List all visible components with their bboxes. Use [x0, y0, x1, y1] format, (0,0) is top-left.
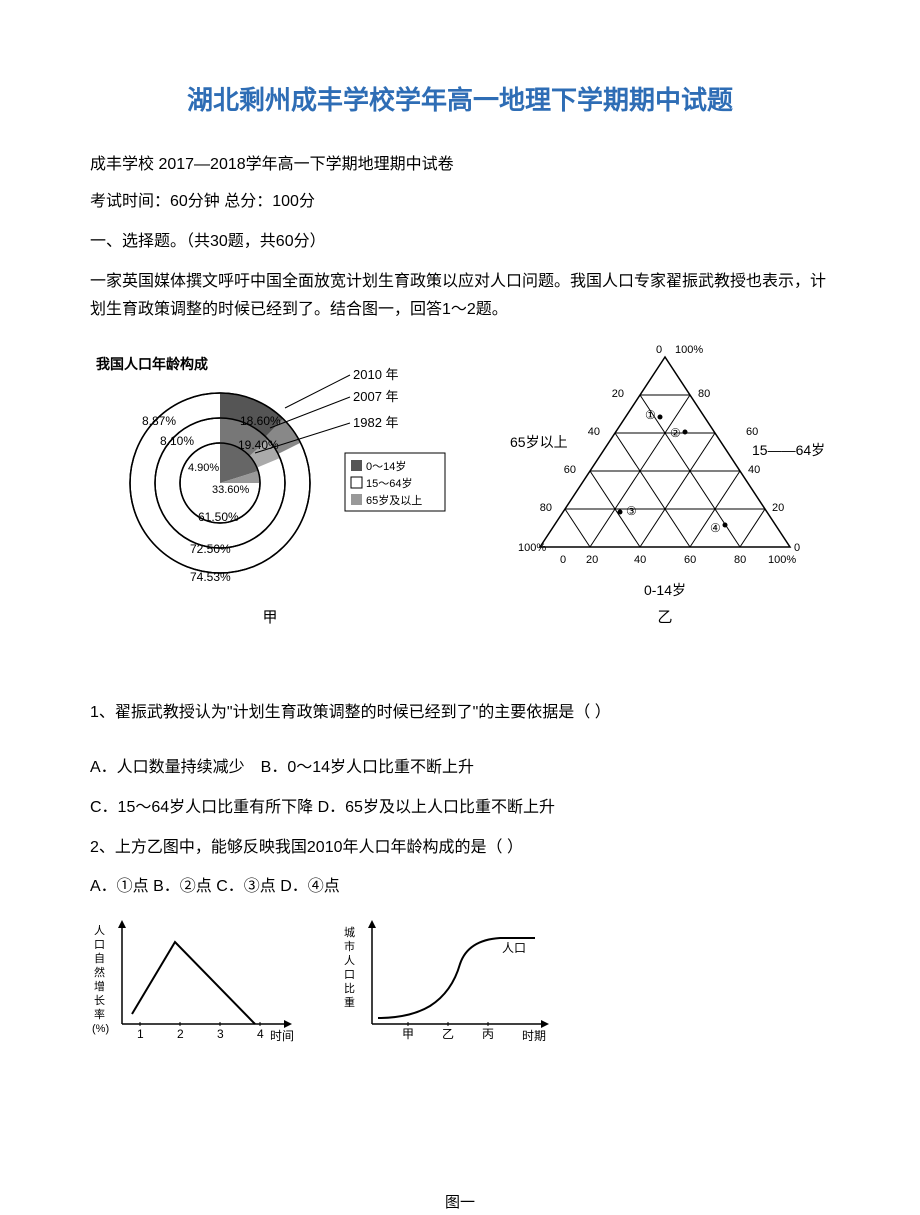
- panel-label-right: 乙: [657, 606, 672, 630]
- marker: ①: [645, 408, 656, 422]
- pct-label: 18.60%: [240, 414, 281, 428]
- ylabel-char: 口: [94, 939, 105, 951]
- xlabel: 时间: [270, 1029, 294, 1043]
- pct-label: 74.53%: [190, 570, 231, 584]
- panel-label-left: 甲: [262, 606, 277, 630]
- ylabel-char: 市: [344, 939, 355, 953]
- figure-left-panel: 我国人口年龄构成 2010 年 2007 年 1982 年: [90, 353, 450, 630]
- page-title: 湖北剩州成丰学校学年高一地理下学期期中试题: [90, 80, 830, 122]
- legend-item: 65岁及以上: [366, 493, 422, 507]
- tick: 80: [540, 502, 552, 514]
- ylabel-char: 口: [344, 969, 355, 981]
- exam-meta: 考试时间：60分钟 总分：100分: [90, 189, 830, 215]
- xtick: 3: [217, 1027, 224, 1041]
- ylabel-char: 比: [344, 982, 355, 995]
- concentric-chart: 我国人口年龄构成 2010 年 2007 年 1982 年: [90, 353, 450, 593]
- tick: 0: [656, 344, 662, 356]
- triangle-chart: 0 100% 20 40 60 80 100% 80 60 40 20 0 0 …: [500, 337, 830, 577]
- ylabel-char: 人: [344, 954, 355, 967]
- chart-title: 我国人口年龄构成: [96, 356, 208, 372]
- xtick: 乙: [442, 1027, 454, 1041]
- curve-label: 人口: [502, 941, 526, 955]
- tick: 60: [746, 426, 758, 438]
- passage-text: 一家英国媒体撰文呼吁中国全面放宽计划生育政策以应对人口问题。我国人口专家翟振武教…: [90, 268, 830, 322]
- tick: 80: [734, 554, 746, 566]
- ylabel-char: 长: [94, 994, 105, 1007]
- tick: 60: [564, 464, 576, 476]
- ylabel-char: 增: [94, 979, 105, 993]
- xtick: 丙: [482, 1027, 494, 1041]
- mini-chart-left: 1 2 3 4 时间 人 口 自 然 增 长 率 (%): [90, 914, 300, 1053]
- figure-one: 我国人口年龄构成 2010 年 2007 年 1982 年: [90, 333, 830, 634]
- pct-label: 33.60%: [212, 484, 250, 496]
- figure-caption: 图一: [445, 1191, 475, 1215]
- marker: ③: [626, 504, 637, 518]
- xtick: 1: [137, 1027, 144, 1041]
- marker: ④: [710, 521, 721, 535]
- q1-options-line2: C．15～64岁人口比重有所下降 D．65岁及以上人口比重不断上升: [90, 795, 830, 821]
- pct-label: 4.90%: [188, 462, 219, 474]
- question-2: 2、上方乙图中，能够反映我国2010年人口年龄构成的是（ ）: [90, 835, 830, 861]
- marker: ②: [670, 426, 681, 440]
- legend-item: 15～64岁: [366, 476, 412, 490]
- legend-item: 0～14岁: [366, 459, 406, 473]
- xlabel: 时期: [522, 1029, 546, 1043]
- figure-right-panel: 0 100% 20 40 60 80 100% 80 60 40 20 0 0 …: [500, 337, 830, 630]
- year-label: 2007 年: [353, 389, 399, 404]
- q1-options-line1: A．人口数量持续减少 B．0～14岁人口比重不断上升: [90, 755, 830, 781]
- pct-label: 19.40%: [238, 438, 279, 452]
- q2-options: A．①点 B．②点 C．③点 D．④点: [90, 874, 830, 900]
- ylabel-char: 自: [94, 952, 105, 965]
- year-label: 2010 年: [353, 367, 399, 382]
- mini-charts: 1 2 3 4 时间 人 口 自 然 增 长 率 (%) 人口 甲 乙: [90, 914, 830, 1053]
- pct-label: 61.50%: [198, 510, 239, 524]
- ylabel-char: 然: [94, 965, 105, 979]
- tick: 40: [634, 554, 646, 566]
- tick: 80: [698, 388, 710, 400]
- ylabel-char: 重: [344, 995, 355, 1009]
- year-label: 1982 年: [353, 415, 399, 430]
- tick: 100%: [768, 554, 796, 566]
- ylabel-char: 城: [344, 926, 355, 939]
- tick: 40: [748, 464, 760, 476]
- xtick: 2: [177, 1027, 184, 1041]
- exam-subtitle: 成丰学校 2017—2018学年高一下学期地理期中试卷: [90, 152, 830, 178]
- axis-label: 15——64岁: [752, 442, 825, 458]
- tick: 100%: [675, 344, 703, 356]
- axis-bottom-label: 0-14岁: [500, 579, 830, 601]
- axis-label: 65岁以上: [510, 434, 568, 450]
- tick: 20: [612, 388, 624, 400]
- tick: 0: [794, 542, 800, 554]
- tick: 20: [772, 502, 784, 514]
- section-header: 一、选择题。（共30题，共60分）: [90, 229, 830, 255]
- tick: 100%: [518, 542, 546, 554]
- tick: 40: [588, 426, 600, 438]
- xtick: 4: [257, 1027, 264, 1041]
- xtick: 甲: [402, 1027, 414, 1041]
- ylabel-char: 率: [94, 1007, 105, 1021]
- pct-label: 8.87%: [142, 414, 176, 428]
- tick: 60: [684, 554, 696, 566]
- tick: 0: [560, 554, 566, 566]
- mini-chart-right: 人口 甲 乙 丙 时期 城 市 人 口 比 重: [340, 914, 550, 1053]
- pct-label: 72.50%: [190, 542, 231, 556]
- ylabel-char: 人: [94, 924, 105, 937]
- ylabel-char: (%): [92, 1023, 109, 1035]
- question-1: 1、翟振武教授认为"计划生育政策调整的时候已经到了"的主要依据是（ ）: [90, 700, 830, 726]
- pct-label: 8.10%: [160, 434, 194, 448]
- tick: 20: [586, 554, 598, 566]
